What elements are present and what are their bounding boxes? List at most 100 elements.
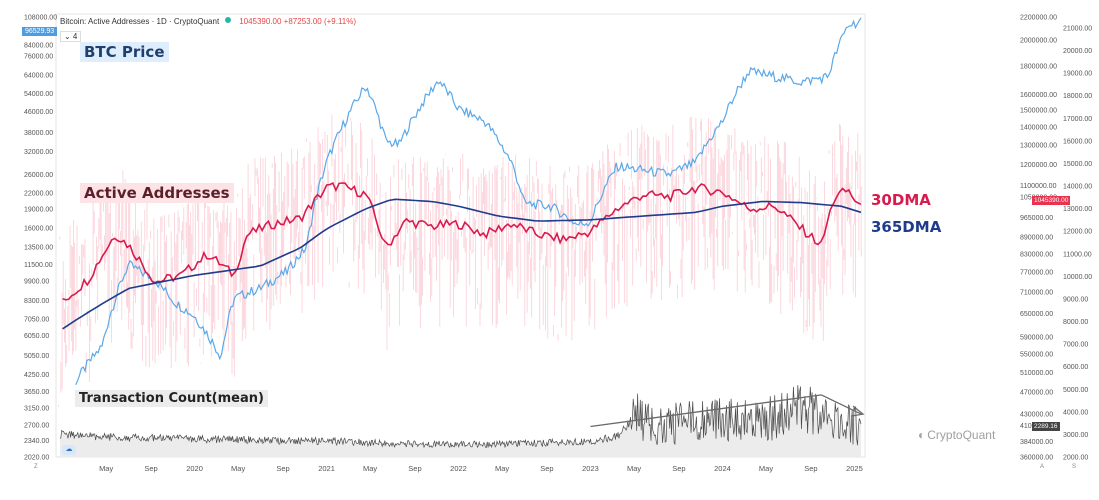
x-tick-label: Sep [804, 464, 817, 473]
x-tick-label: May [627, 464, 641, 473]
line-series [62, 17, 862, 386]
scale-a-label[interactable]: A [1040, 464, 1045, 470]
right2-tick-label: 21000.00 [1063, 26, 1092, 33]
tradingview-icon[interactable]: ☁ [62, 445, 76, 455]
right1-tick-label: 1600000.00 [1020, 92, 1057, 99]
active-addresses-raw [58, 114, 862, 408]
right2-tick-label: 15000.00 [1063, 161, 1092, 168]
left-axis: 108000.00 84000.00 76000.00 64000.00 54000.0… [24, 15, 57, 462]
collapse-button[interactable]: ⌄ 4 [60, 31, 82, 42]
right1-tick-label: 770000.00 [1020, 270, 1053, 277]
rising-trend-line [590, 394, 822, 428]
left-tick-label: 38000.00 [24, 130, 53, 137]
left-tick-label: 54000.00 [24, 91, 53, 98]
right1-tick-label: 1400000.00 [1020, 124, 1057, 131]
left-tick-label: 3650.00 [24, 389, 49, 396]
right2-tick-label: 19000.00 [1063, 71, 1092, 78]
x-tick-label: May [99, 464, 113, 473]
active-addresses-label: Active Addresses [80, 183, 234, 203]
right1-tick-label: 1800000.00 [1020, 63, 1057, 70]
x-tick-label: 2020 [186, 464, 203, 473]
right2-tick-label: 5000.00 [1063, 387, 1088, 394]
left-tick-label: 46000.00 [24, 109, 53, 116]
transaction-trend-arrows [590, 394, 865, 428]
left-tick-label: 4250.00 [24, 372, 49, 379]
transaction-count-series [59, 385, 862, 457]
transaction-count-area [60, 385, 861, 457]
right2-tick-label: 18000.00 [1063, 93, 1092, 100]
right2-tick-label: 17000.00 [1063, 116, 1092, 123]
right1-tick-label: 360000.00 [1020, 455, 1053, 462]
right1-tick-label: 430000.00 [1020, 411, 1053, 418]
right1-tick-label: 384000.00 [1020, 439, 1053, 446]
left-tick-label: 32000.00 [24, 149, 53, 156]
right-axis-active-addresses: 2200000.00 2000000.00 1800000.00 1600000.00… [1020, 15, 1057, 462]
chart-header: Bitcoin: Active Addresses · 1D · CryptoQ… [60, 17, 356, 26]
x-tick-label: 2023 [582, 464, 599, 473]
live-value: 1045390.00 +87253.00 (+9.11%) [239, 17, 357, 26]
right1-tick-label: 965000.00 [1020, 215, 1053, 222]
right1-tick-label: 2200000.00 [1020, 15, 1057, 22]
right2-tick-label: 14000.00 [1063, 184, 1092, 191]
right1-tick-label: 1200000.00 [1020, 162, 1057, 169]
left-tick-label: 11500.00 [24, 262, 53, 269]
cryptoquant-logo-icon: ◐ [918, 428, 926, 442]
x-tick-label: Sep [144, 464, 157, 473]
left-tick-label: 19000.00 [24, 207, 53, 214]
right1-tick-label: 1100000.00 [1020, 183, 1057, 190]
right2-tick-label: 4000.00 [1063, 409, 1088, 416]
chart-title: Bitcoin: Active Addresses · 1D · CryptoQ… [60, 17, 220, 26]
x-axis: May Sep 2020 May Sep 2021 May Sep 2022 May Sep 2023… [99, 464, 863, 473]
price-tag: 96529.93 [22, 27, 58, 36]
x-tick-label: 2021 [318, 464, 335, 473]
x-tick-label: Sep [672, 464, 685, 473]
dma365-line [62, 198, 862, 330]
btc-price-line [75, 17, 862, 386]
active-addresses-tag: 1045390.00 [1032, 196, 1071, 205]
left-tick-label: 9900.00 [24, 279, 49, 286]
right2-tick-label: 3000.00 [1063, 432, 1088, 439]
scale-s-label[interactable]: S [1072, 464, 1077, 470]
right1-tick-label: 510000.00 [1020, 370, 1053, 377]
right-axis-transactions: 21000.00 20000.00 19000.00 18000.00 17000.00… [1063, 26, 1092, 462]
right2-tick-label: 11000.00 [1063, 251, 1092, 258]
scale-z-label[interactable]: Z [34, 464, 38, 470]
falling-trend-line [821, 394, 862, 415]
right2-tick-label: 9000.00 [1063, 296, 1088, 303]
x-tick-label: May [495, 464, 509, 473]
transaction-count-line [59, 385, 862, 449]
x-tick-label: 2025 [846, 464, 863, 473]
btc-price-label: BTC Price [80, 42, 169, 62]
left-tick-label: 76000.00 [24, 53, 53, 60]
left-tick-label: 26000.00 [24, 172, 53, 179]
right2-tick-label: 12000.00 [1063, 229, 1092, 236]
left-tick-label: 3150.00 [24, 405, 49, 412]
right2-tick-label: 10000.00 [1063, 274, 1092, 281]
left-tick-label: 2700.00 [24, 422, 49, 429]
right2-tick-label: 6000.00 [1063, 364, 1088, 371]
right1-tick-label: 470000.00 [1020, 390, 1053, 397]
right2-tick-label: 8000.00 [1063, 319, 1088, 326]
left-tick-label: 64000.00 [24, 72, 53, 79]
x-tick-label: Sep [276, 464, 289, 473]
right1-tick-label: 550000.00 [1020, 351, 1053, 358]
transactions-tag: 2289.16 [1032, 422, 1060, 431]
x-tick-label: May [759, 464, 773, 473]
x-tick-label: 2024 [714, 464, 731, 473]
right1-tick-label: 890000.00 [1020, 234, 1053, 241]
cryptoquant-brand: ◐ CryptoQuant [918, 428, 995, 442]
left-tick-label: 7050.00 [24, 316, 49, 323]
right1-tick-label: 710000.00 [1020, 289, 1053, 296]
right1-tick-label: 1500000.00 [1020, 108, 1057, 115]
right1-tick-label: 2000000.00 [1020, 38, 1057, 45]
left-tick-label: 22000.00 [24, 190, 53, 197]
right1-tick-label: 650000.00 [1020, 311, 1053, 318]
transaction-count-label: Transaction Count(mean) [75, 390, 268, 407]
right2-tick-label: 16000.00 [1063, 138, 1092, 145]
right1-tick-label: 590000.00 [1020, 334, 1053, 341]
left-tick-label: 2020.00 [24, 455, 49, 462]
left-tick-label: 84000.00 [24, 42, 53, 49]
left-tick-label: 108000.00 [24, 15, 57, 22]
dma30-line [62, 182, 862, 301]
